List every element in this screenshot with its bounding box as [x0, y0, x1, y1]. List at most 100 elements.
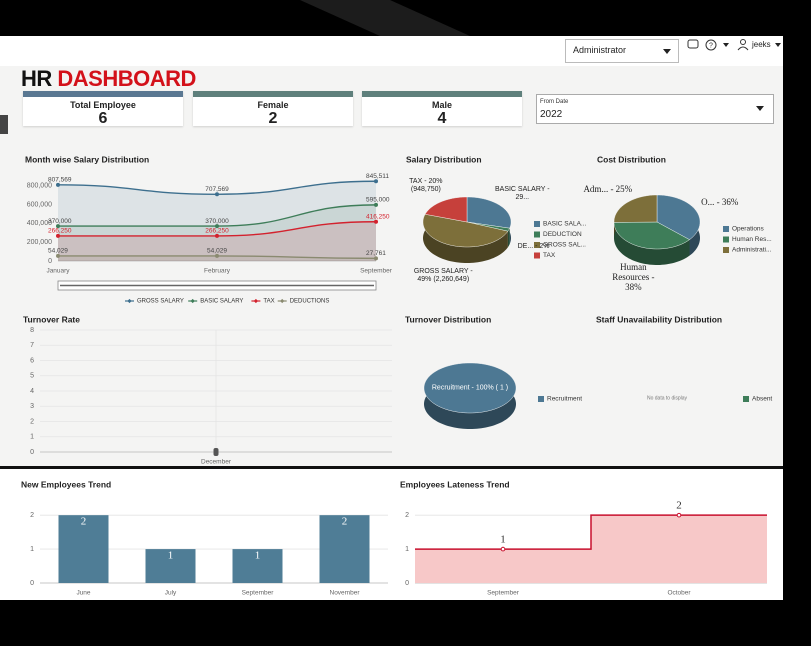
bar	[145, 549, 196, 583]
y-tick-label: 6	[30, 357, 34, 364]
legend-label: Human Res...	[732, 236, 772, 243]
legend-swatch	[723, 226, 729, 232]
area-fill	[58, 204, 376, 261]
legend-swatch	[534, 242, 540, 248]
legend-swatch	[743, 396, 749, 402]
legend-label: BASIC SALARY	[200, 299, 243, 305]
legend-swatch	[534, 221, 540, 227]
y-tick-label: 0	[48, 258, 52, 265]
chart-title: Month wise Salary Distribution	[25, 154, 149, 164]
point-marker	[215, 192, 219, 197]
legend-label: BASIC SALA...	[543, 221, 587, 228]
help-icon-shape	[705, 39, 717, 51]
chart-title: Cost Distribution	[597, 154, 666, 164]
point-marker	[215, 233, 219, 238]
legend-marker	[127, 298, 132, 304]
user-icon-body	[737, 46, 749, 51]
point-marker	[500, 546, 506, 552]
legend-swatch	[534, 231, 540, 238]
legend-marker	[280, 298, 285, 304]
point-marker	[374, 202, 378, 207]
data-label: 54,029	[48, 248, 68, 255]
chart-title: Employees Lateness Trend	[400, 479, 510, 489]
legend-swatch	[538, 396, 544, 402]
y-tick-label: 1	[30, 434, 34, 441]
legend-label: Absent	[752, 396, 772, 403]
data-label: 807,569	[48, 177, 72, 184]
x-tick-label: July	[165, 590, 177, 597]
bezel-reflection	[300, 0, 470, 36]
y-tick-label: 0	[405, 580, 409, 587]
no-data-message: No data to display	[647, 395, 688, 401]
x-tick-label: December	[201, 459, 232, 466]
legend-label: DEDUCTION	[543, 231, 582, 238]
point-marker	[374, 219, 378, 224]
point-marker	[56, 233, 60, 238]
x-tick-label: October	[667, 590, 691, 597]
chart-title: Salary Distribution	[406, 154, 482, 164]
chart-title: Turnover Rate	[23, 314, 80, 324]
y-tick-label: 200,000	[27, 239, 52, 246]
pie-slice	[423, 362, 517, 414]
data-label: 2	[676, 500, 682, 512]
legend-label: TAX	[543, 252, 556, 259]
data-label: 370,000	[205, 218, 229, 225]
chat-icon-shape	[687, 39, 699, 49]
legend-label: TAX	[263, 299, 274, 305]
bar	[232, 549, 283, 583]
x-tick-label: September	[487, 590, 520, 597]
pie-slice	[422, 214, 509, 248]
point-marker	[56, 224, 60, 229]
legend-label: Operations	[732, 226, 765, 233]
data-label: 370,000	[48, 218, 72, 225]
pie-side	[507, 228, 510, 248]
y-tick-label: 1	[405, 546, 409, 553]
y-tick-label: 3	[30, 403, 34, 410]
y-tick-label: 5	[30, 373, 34, 380]
y-tick-label: 600,000	[27, 201, 52, 208]
data-label: 54,029	[207, 248, 227, 255]
legend-label: DEDUCTIONS	[290, 299, 330, 305]
pie-side	[423, 214, 508, 263]
y-tick-label: 8	[30, 327, 34, 334]
data-label: 1	[168, 550, 174, 562]
data-label: 416,250	[366, 213, 390, 220]
y-tick-label: 4	[30, 388, 34, 395]
point-marker	[213, 448, 219, 456]
point-marker	[676, 512, 682, 518]
pie-slice	[613, 221, 690, 250]
legend-swatch	[723, 247, 729, 253]
point-marker	[215, 253, 219, 258]
data-label: 1	[255, 550, 261, 562]
section-divider	[0, 466, 783, 469]
data-label: 2	[342, 516, 348, 528]
legend-marker	[190, 298, 195, 304]
user-icon-head	[740, 39, 746, 45]
point-marker	[56, 253, 60, 258]
point-marker	[56, 182, 60, 187]
help-icon-glyph: ?	[709, 42, 713, 49]
y-tick-label: 2	[405, 512, 409, 519]
legend-label: GROSS SAL...	[543, 242, 586, 249]
data-label: 1	[500, 534, 506, 546]
y-tick-label: 2	[30, 418, 34, 425]
bar	[58, 515, 109, 583]
chart-title: Turnover Distribution	[405, 314, 491, 324]
y-tick-label: 800,000	[27, 182, 52, 189]
y-tick-label: 0	[30, 449, 34, 456]
help-icon[interactable]: ?	[705, 39, 717, 51]
data-label: 266,250	[48, 228, 72, 235]
user-icon[interactable]	[737, 39, 749, 51]
chart-title: Staff Unavailability Distribution	[596, 314, 722, 324]
data-label: 845,511	[366, 173, 389, 180]
legend-label: Administrati...	[732, 247, 772, 254]
chat-icon[interactable]	[687, 39, 699, 49]
data-label: 266,250	[205, 228, 229, 235]
pie-slice	[466, 196, 512, 229]
top-bar	[0, 36, 783, 66]
x-tick-label: June	[76, 590, 90, 597]
y-tick-label: 400,000	[27, 220, 52, 227]
data-label: 595,000	[366, 197, 390, 204]
y-tick-label: 2	[30, 512, 34, 519]
